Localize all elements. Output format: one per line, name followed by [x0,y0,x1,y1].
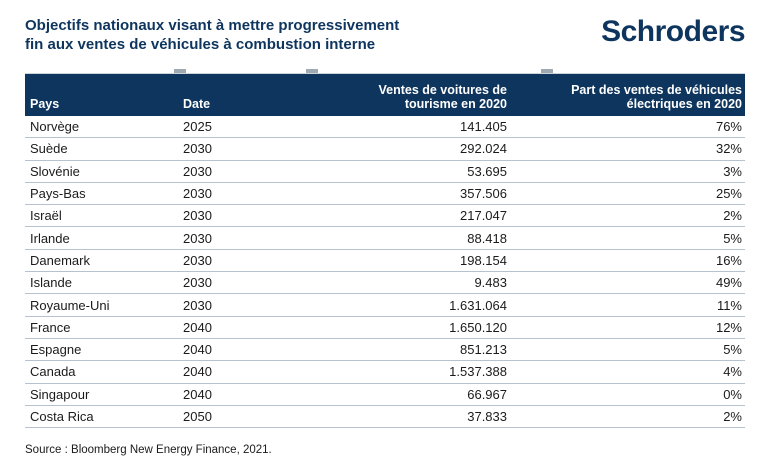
schroders-logo: Schroders [601,15,745,48]
cell-part: 76% [715,119,742,135]
table-top-border [25,69,745,74]
cell-ventes: 66.967 [467,386,507,402]
column-separator-tick [174,69,186,73]
cell-part: 25% [715,186,742,202]
cell-ventes: 88.418 [467,230,507,246]
cell-part: 32% [715,141,742,157]
column-header-ventes-label: Ventes de voitures de tourisme en 2020 [378,83,507,111]
column-separator-tick [541,69,553,73]
cell-date: 2030 [183,141,212,157]
table-header-row: Pays Date Ventes de voitures de tourisme… [25,74,745,116]
cell-pays: Royaume-Uni [30,297,110,313]
table-row: Suède 2030 292.024 32% [25,138,745,161]
cell-ventes: 1.537.388 [449,364,507,380]
cell-date: 2030 [183,230,212,246]
column-header-part-label: Part des ventes de véhicules électriques… [571,83,742,111]
cell-date: 2025 [183,119,212,135]
cell-ventes: 357.506 [460,186,507,202]
cell-part: 12% [715,319,742,335]
table-row: Danemark 2030 198.154 16% [25,250,745,273]
column-header-pays: Pays [30,97,60,111]
source-note: Source : Bloomberg New Energy Finance, 2… [25,444,272,457]
cell-pays: Islande [30,275,72,291]
cell-ventes: 53.695 [467,163,507,179]
cell-pays: Suède [30,141,68,157]
column-header-part: Part des ventes de véhicules électriques… [547,83,745,111]
cell-ventes: 141.405 [460,119,507,135]
cell-part: 2% [723,208,742,224]
cell-ventes: 1.650.120 [449,319,507,335]
cell-ventes: 851.213 [460,342,507,358]
cell-pays: Irlande [30,230,70,246]
cell-part: 3% [723,163,742,179]
top-bar: Objectifs nationaux visant à mettre prog… [25,0,745,70]
table-row: Islande 2030 9.483 49% [25,272,745,295]
cell-pays: Canada [30,364,76,380]
cell-part: 11% [716,297,742,313]
cell-ventes: 9.483 [474,275,507,291]
cell-date: 2040 [183,319,212,335]
cell-part: 49% [715,275,742,291]
cell-pays: Slovénie [30,163,80,179]
cell-date: 2030 [183,163,212,179]
cell-date: 2040 [183,386,212,402]
cell-pays: Norvège [30,119,80,135]
table-row: Israël 2030 217.047 2% [25,205,745,228]
cell-part: 0% [723,386,742,402]
column-header-ventes: Ventes de voitures de tourisme en 2020 [313,83,547,111]
cell-ventes: 292.024 [460,141,507,157]
cell-part: 5% [723,342,742,358]
page-title-line1: Objectifs nationaux visant à mettre prog… [25,17,400,34]
cell-part: 4% [723,364,742,380]
cell-part: 5% [723,230,742,246]
cell-date: 2040 [183,364,212,380]
cell-ventes: 217.047 [460,208,507,224]
column-header-date: Date [183,97,211,111]
cell-pays: Espagne [30,342,82,358]
page-title: Objectifs nationaux visant à mettre prog… [25,16,399,54]
cell-date: 2030 [183,252,212,268]
cell-date: 2030 [183,208,212,224]
cell-date: 2030 [183,186,212,202]
table-row: Singapour 2040 66.967 0% [25,384,745,406]
cell-pays: Danemark [30,252,90,268]
cell-pays: Costa Rica [30,409,94,424]
table-body: Norvège 2025 141.405 76% Suède 2030 292.… [25,116,745,429]
column-separator-tick [306,69,318,73]
table-row: Costa Rica 2050 37.833 2% [25,406,745,429]
cell-pays: Israël [30,208,62,224]
cell-pays: France [30,319,71,335]
table-row: Slovénie 2030 53.695 3% [25,161,745,183]
table-row: Norvège 2025 141.405 76% [25,116,745,139]
table-row: France 2040 1.650.120 12% [25,317,745,339]
table-row: Irlande 2030 88.418 5% [25,227,745,250]
page-title-line2: fin aux ventes de véhicules à combustion… [25,36,376,53]
cell-date: 2050 [183,409,212,424]
cell-date: 2030 [183,275,212,291]
cell-ventes: 1.631.064 [449,297,507,313]
table-row: Royaume-Uni 2030 1.631.064 11% [25,294,745,317]
cell-ventes: 198.154 [460,252,507,268]
cell-part: 2% [723,409,742,424]
table-row: Pays-Bas 2030 357.506 25% [25,183,745,206]
data-table: Pays Date Ventes de voitures de tourisme… [25,69,745,429]
cell-date: 2030 [183,297,212,313]
cell-ventes: 37.833 [467,409,507,424]
cell-date: 2040 [183,342,212,358]
table-row: Canada 2040 1.537.388 4% [25,361,745,384]
cell-pays: Pays-Bas [30,186,86,202]
cell-pays: Singapour [30,386,90,402]
cell-part: 16% [715,252,742,268]
table-row: Espagne 2040 851.213 5% [25,339,745,362]
